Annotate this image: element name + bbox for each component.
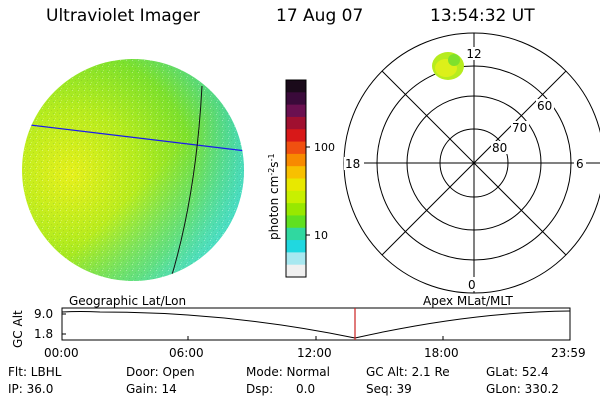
info-gain: Gain: 14 (126, 382, 177, 396)
xtick-00: 00:00 (44, 346, 79, 360)
xtick-2359: 23:59 (551, 346, 586, 360)
earth-disk-image (22, 59, 244, 281)
color-scale-bar (285, 79, 307, 278)
info-ip: IP: 36.0 (8, 382, 54, 396)
info-seq: Seq: 39 (366, 382, 412, 396)
colorbar-segment (286, 92, 306, 106)
polar-mlt-grid (343, 32, 600, 294)
colorbar-tick-10: 10 (314, 229, 328, 242)
ytick-1-8: 1.8 (34, 327, 54, 341)
colorbar-segment (286, 178, 306, 192)
info-mode: Mode: Normal (246, 365, 330, 379)
colorbar-segment (286, 166, 306, 180)
time-label: 13:54:32 UT (430, 6, 535, 26)
colorbar-segment (286, 240, 306, 253)
mlat-label-70: 70 (512, 121, 527, 135)
colorbar-segment (286, 252, 306, 266)
mlt-label-18: 18 (345, 157, 360, 171)
colorbar-segment (286, 227, 306, 241)
info-gc-alt: GC Alt: 2.1 Re (366, 365, 450, 379)
mlat-label-60: 60 (537, 99, 552, 113)
colorbar-segment (286, 104, 306, 118)
timeline-ylabel: GC Alt (11, 310, 25, 348)
colorbar-segment (286, 264, 306, 278)
mlat-label-80: 80 (492, 141, 507, 155)
latitude-line (22, 123, 244, 152)
left-panel-caption: Geographic Lat/Lon (69, 294, 187, 308)
colorbar-segment (286, 153, 306, 167)
info-filter: Flt: LBHL (8, 365, 62, 379)
mlt-label-6: 6 (576, 157, 584, 171)
colorbar-tick-100: 100 (314, 141, 335, 154)
colorbar-segment (286, 141, 306, 155)
mlt-label-0: 0 (468, 278, 476, 292)
right-panel-caption: Apex MLat/MLT (423, 294, 513, 308)
info-dsp: Dsp: 0.0 (246, 382, 316, 396)
info-glon: GLon: 330.2 (486, 382, 559, 396)
ytick-9: 9.0 (34, 307, 54, 321)
info-door: Door: Open (126, 365, 195, 379)
colorbar-unit-label: photon cm-2s-1 (267, 153, 281, 240)
colorbar-segment (286, 116, 306, 130)
colorbar-segment (286, 203, 306, 217)
longitude-line (167, 85, 203, 281)
colorbar-segment (286, 80, 306, 93)
date-label: 17 Aug 07 (276, 6, 364, 26)
altitude-curve (61, 310, 571, 339)
colorbar-segment (286, 129, 306, 143)
info-glat: GLat: 52.4 (486, 365, 549, 379)
colorbar-segment (286, 215, 306, 229)
xtick-18: 18:00 (424, 346, 459, 360)
altitude-timeline-plot (61, 307, 571, 341)
xtick-12: 12:00 (297, 346, 332, 360)
colorbar-segment (286, 190, 306, 204)
instrument-title: Ultraviolet Imager (46, 6, 200, 26)
xtick-06: 06:00 (169, 346, 204, 360)
colorbar-border (285, 79, 307, 278)
mlt-label-12: 12 (466, 47, 481, 61)
